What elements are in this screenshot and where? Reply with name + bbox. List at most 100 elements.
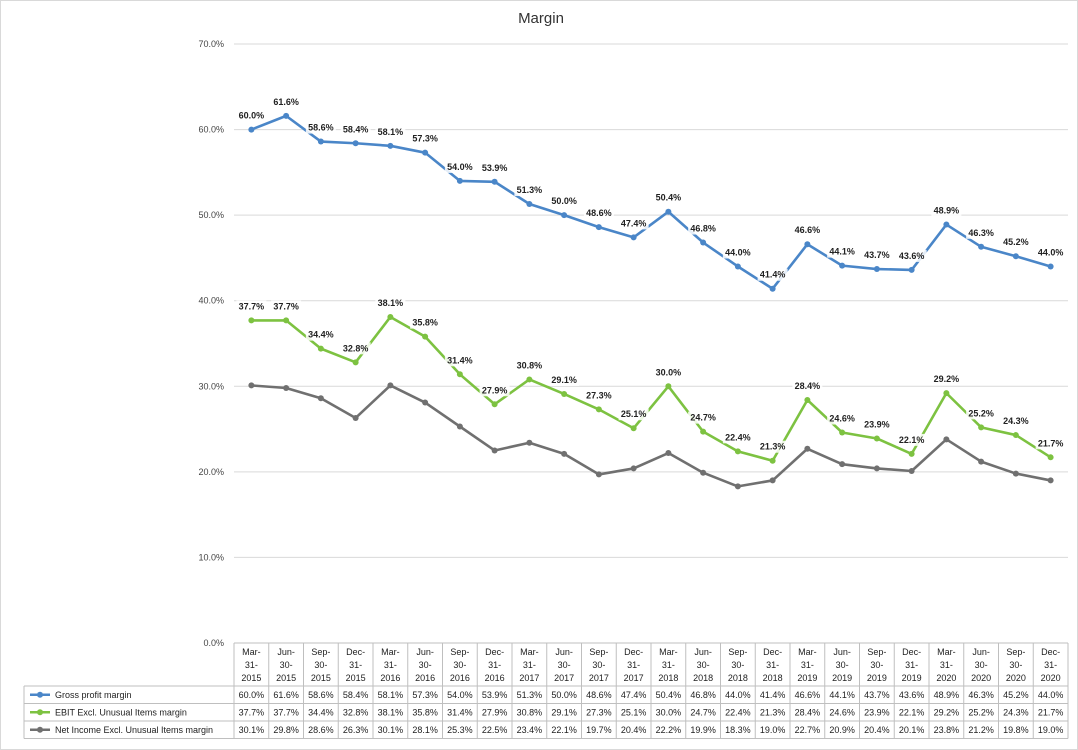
table-cell-value: 22.5% bbox=[482, 725, 508, 735]
data-label: 22.4% bbox=[725, 432, 751, 442]
data-label: 48.9% bbox=[934, 206, 960, 216]
data-point bbox=[456, 177, 463, 184]
data-point bbox=[387, 142, 394, 149]
data-point bbox=[491, 401, 498, 408]
data-point bbox=[943, 390, 950, 397]
data-point bbox=[491, 178, 498, 185]
data-point bbox=[769, 477, 776, 484]
table-cell-value: 30.8% bbox=[517, 707, 543, 717]
data-label-bg bbox=[653, 191, 684, 204]
data-point bbox=[1012, 253, 1019, 260]
data-label-bg bbox=[966, 407, 997, 420]
table-cell-value: 25.1% bbox=[621, 707, 647, 717]
data-label: 28.4% bbox=[795, 381, 821, 391]
category-label: 31- bbox=[905, 660, 918, 670]
table-cell-value: 48.6% bbox=[586, 690, 612, 700]
data-point bbox=[317, 345, 324, 352]
table-cell-value: 43.7% bbox=[864, 690, 890, 700]
table-cell-value: 28.4% bbox=[795, 707, 821, 717]
category-label: 30- bbox=[453, 660, 466, 670]
series-line bbox=[250, 114, 1051, 291]
table-cell-value: 57.3% bbox=[412, 690, 438, 700]
y-tick-label: 20.0% bbox=[198, 467, 224, 477]
table-cell-value: 60.0% bbox=[239, 690, 265, 700]
data-point bbox=[908, 468, 915, 475]
data-label: 30.0% bbox=[656, 367, 682, 377]
data-point bbox=[456, 371, 463, 378]
data-label: 29.2% bbox=[934, 374, 960, 384]
table-cell-value: 44.0% bbox=[725, 690, 751, 700]
data-label: 22.1% bbox=[899, 435, 925, 445]
table-cell-value: 53.9% bbox=[482, 690, 508, 700]
data-label-bg bbox=[410, 316, 441, 329]
y-tick-label: 30.0% bbox=[198, 381, 224, 391]
data-label: 44.1% bbox=[829, 247, 855, 257]
data-point bbox=[665, 383, 672, 390]
data-point bbox=[248, 382, 255, 389]
data-label: 38.1% bbox=[378, 298, 404, 308]
data-point bbox=[943, 436, 950, 443]
data-point bbox=[908, 266, 915, 273]
data-label: 43.7% bbox=[864, 250, 890, 260]
category-label: 31- bbox=[523, 660, 536, 670]
data-point bbox=[873, 435, 880, 442]
table-cell-value: 22.2% bbox=[656, 725, 682, 735]
data-point bbox=[317, 395, 324, 402]
data-label: 46.8% bbox=[690, 224, 716, 234]
data-label: 31.4% bbox=[447, 355, 473, 365]
table-cell-value: 48.9% bbox=[934, 690, 960, 700]
data-point bbox=[978, 243, 985, 250]
category-label: 2017 bbox=[554, 673, 574, 683]
category-label: 31- bbox=[384, 660, 397, 670]
category-label: Mar- bbox=[242, 647, 261, 657]
data-label: 27.3% bbox=[586, 390, 612, 400]
category-label: 30- bbox=[419, 660, 432, 670]
data-point bbox=[248, 126, 255, 133]
data-point bbox=[248, 317, 255, 324]
category-label: 31- bbox=[349, 660, 362, 670]
table-cell-value: 43.6% bbox=[899, 690, 925, 700]
category-label: 31- bbox=[488, 660, 501, 670]
table-cell-value: 25.3% bbox=[447, 725, 473, 735]
table-cell-value: 19.0% bbox=[1038, 725, 1064, 735]
category-label: 30- bbox=[280, 660, 293, 670]
table-cell-value: 28.1% bbox=[412, 725, 438, 735]
data-label: 25.1% bbox=[621, 409, 647, 419]
data-label: 29.1% bbox=[551, 375, 577, 385]
y-tick-label: 50.0% bbox=[198, 210, 224, 220]
data-point bbox=[839, 429, 846, 436]
data-table: Mar- 31- 2015 Jun- 30- 2015 Sep- 30- 2015 Dec- 31-… bbox=[23, 642, 1069, 739]
table-cell-value: 23.8% bbox=[934, 725, 960, 735]
data-point bbox=[561, 212, 568, 219]
table-cell-value: 24.7% bbox=[690, 707, 716, 717]
data-point bbox=[387, 382, 394, 389]
table-cell-value: 24.3% bbox=[1003, 707, 1029, 717]
data-point bbox=[526, 439, 533, 446]
data-label-bg bbox=[479, 161, 510, 174]
data-label-bg bbox=[688, 222, 719, 235]
data-point bbox=[1012, 432, 1019, 439]
data-point bbox=[630, 425, 637, 432]
data-label-bg bbox=[549, 195, 580, 208]
data-label-bg bbox=[340, 342, 371, 355]
data-point bbox=[491, 447, 498, 454]
data-label-bg bbox=[688, 411, 719, 424]
data-point bbox=[1012, 470, 1019, 477]
table-cell-value: 20.9% bbox=[829, 725, 855, 735]
data-label: 23.9% bbox=[864, 419, 890, 429]
table-cell-value: 19.8% bbox=[1003, 725, 1029, 735]
data-point bbox=[978, 458, 985, 465]
category-label: Jun- bbox=[555, 647, 573, 657]
data-label-bg bbox=[792, 224, 823, 237]
data-point bbox=[283, 384, 290, 391]
table-cell-value: 28.6% bbox=[308, 725, 334, 735]
data-label-bg bbox=[444, 354, 475, 367]
category-label: Mar- bbox=[520, 647, 539, 657]
data-point bbox=[734, 263, 741, 270]
table-cell-value: 20.4% bbox=[864, 725, 890, 735]
data-point bbox=[873, 465, 880, 472]
table-cell-value: 22.7% bbox=[795, 725, 821, 735]
category-label: 2020 bbox=[1041, 673, 1061, 683]
data-point bbox=[1047, 454, 1054, 461]
data-label: 32.8% bbox=[343, 343, 369, 353]
